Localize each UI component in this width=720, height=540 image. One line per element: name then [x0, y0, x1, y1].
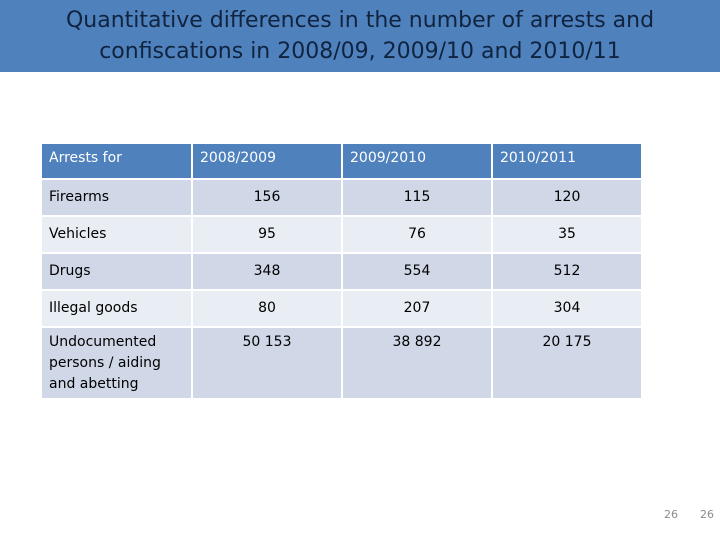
page-number: 26 [700, 508, 714, 521]
header-cell: 2009/2010 [342, 144, 493, 180]
row-label: Vehicles [42, 216, 193, 254]
page-number: 26 [664, 508, 678, 521]
value-cell: 95 [192, 216, 343, 254]
table-row: Illegal goods 80 207 304 [42, 290, 643, 328]
table-header-row: Arrests for 2008/2009 2009/2010 2010/201… [42, 144, 643, 180]
header-cell: 2008/2009 [192, 144, 343, 180]
value-cell: 80 [192, 290, 343, 328]
table-row: Vehicles 95 76 35 [42, 216, 643, 254]
row-label: Drugs [42, 253, 193, 291]
value-cell: 76 [342, 216, 493, 254]
value-cell: 554 [342, 253, 493, 291]
value-cell: 50 153 [192, 327, 343, 400]
value-cell: 38 892 [342, 327, 493, 400]
row-label: Undocumented persons / aiding and abetti… [42, 327, 193, 400]
value-cell: 20 175 [492, 327, 643, 400]
table-row: Undocumented persons / aiding and abetti… [42, 327, 643, 400]
value-cell: 156 [192, 179, 343, 217]
row-label: Firearms [42, 179, 193, 217]
value-cell: 304 [492, 290, 643, 328]
value-cell: 35 [492, 216, 643, 254]
arrests-table: Arrests for 2008/2009 2009/2010 2010/201… [42, 144, 643, 400]
value-cell: 512 [492, 253, 643, 291]
slide-title: Quantitative differences in the number o… [65, 8, 655, 64]
table-row: Drugs 348 554 512 [42, 253, 643, 291]
header-cell: Arrests for [42, 144, 193, 180]
title-bar: Quantitative differences in the number o… [0, 0, 720, 72]
value-cell: 348 [192, 253, 343, 291]
table-row: Firearms 156 115 120 [42, 179, 643, 217]
row-label: Illegal goods [42, 290, 193, 328]
value-cell: 115 [342, 179, 493, 217]
value-cell: 207 [342, 290, 493, 328]
value-cell: 120 [492, 179, 643, 217]
header-cell: 2010/2011 [492, 144, 643, 180]
